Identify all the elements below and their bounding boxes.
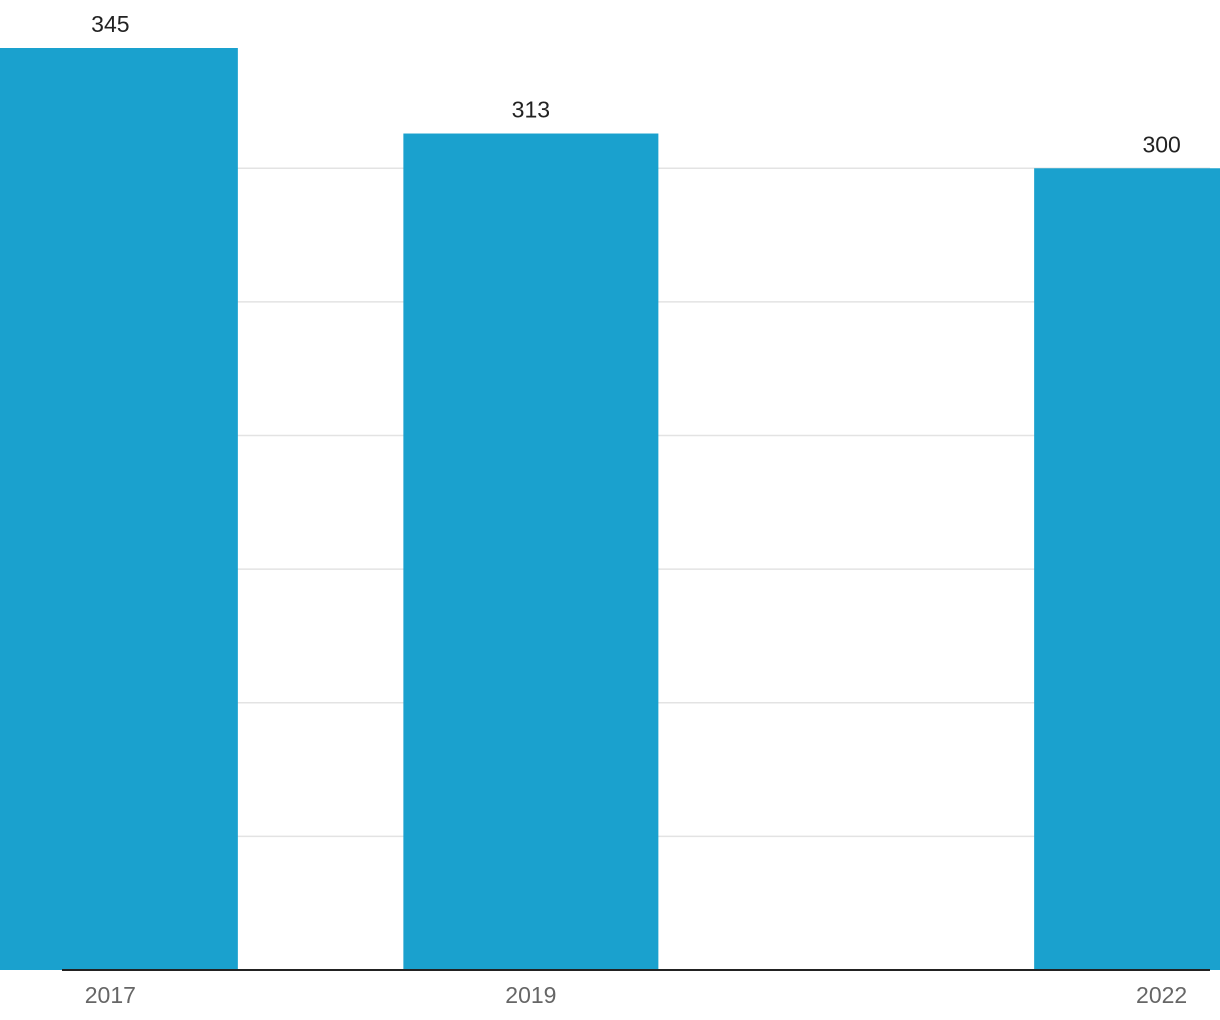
bar-2017: [0, 48, 238, 970]
x-axis-labels: 2017 2019 2022: [85, 982, 1187, 1008]
data-label-2017: 345: [91, 11, 129, 37]
bar-2022: [1034, 168, 1220, 970]
data-labels: 345 313 300: [91, 11, 1181, 157]
x-tick-label-2017: 2017: [85, 982, 136, 1008]
bars: [0, 48, 1220, 970]
x-tick-label-2022: 2022: [1136, 982, 1187, 1008]
x-tick-label-2019: 2019: [505, 982, 556, 1008]
data-label-2022: 300: [1142, 131, 1180, 157]
data-label-2019: 313: [512, 97, 550, 123]
bar-2019: [403, 133, 659, 970]
